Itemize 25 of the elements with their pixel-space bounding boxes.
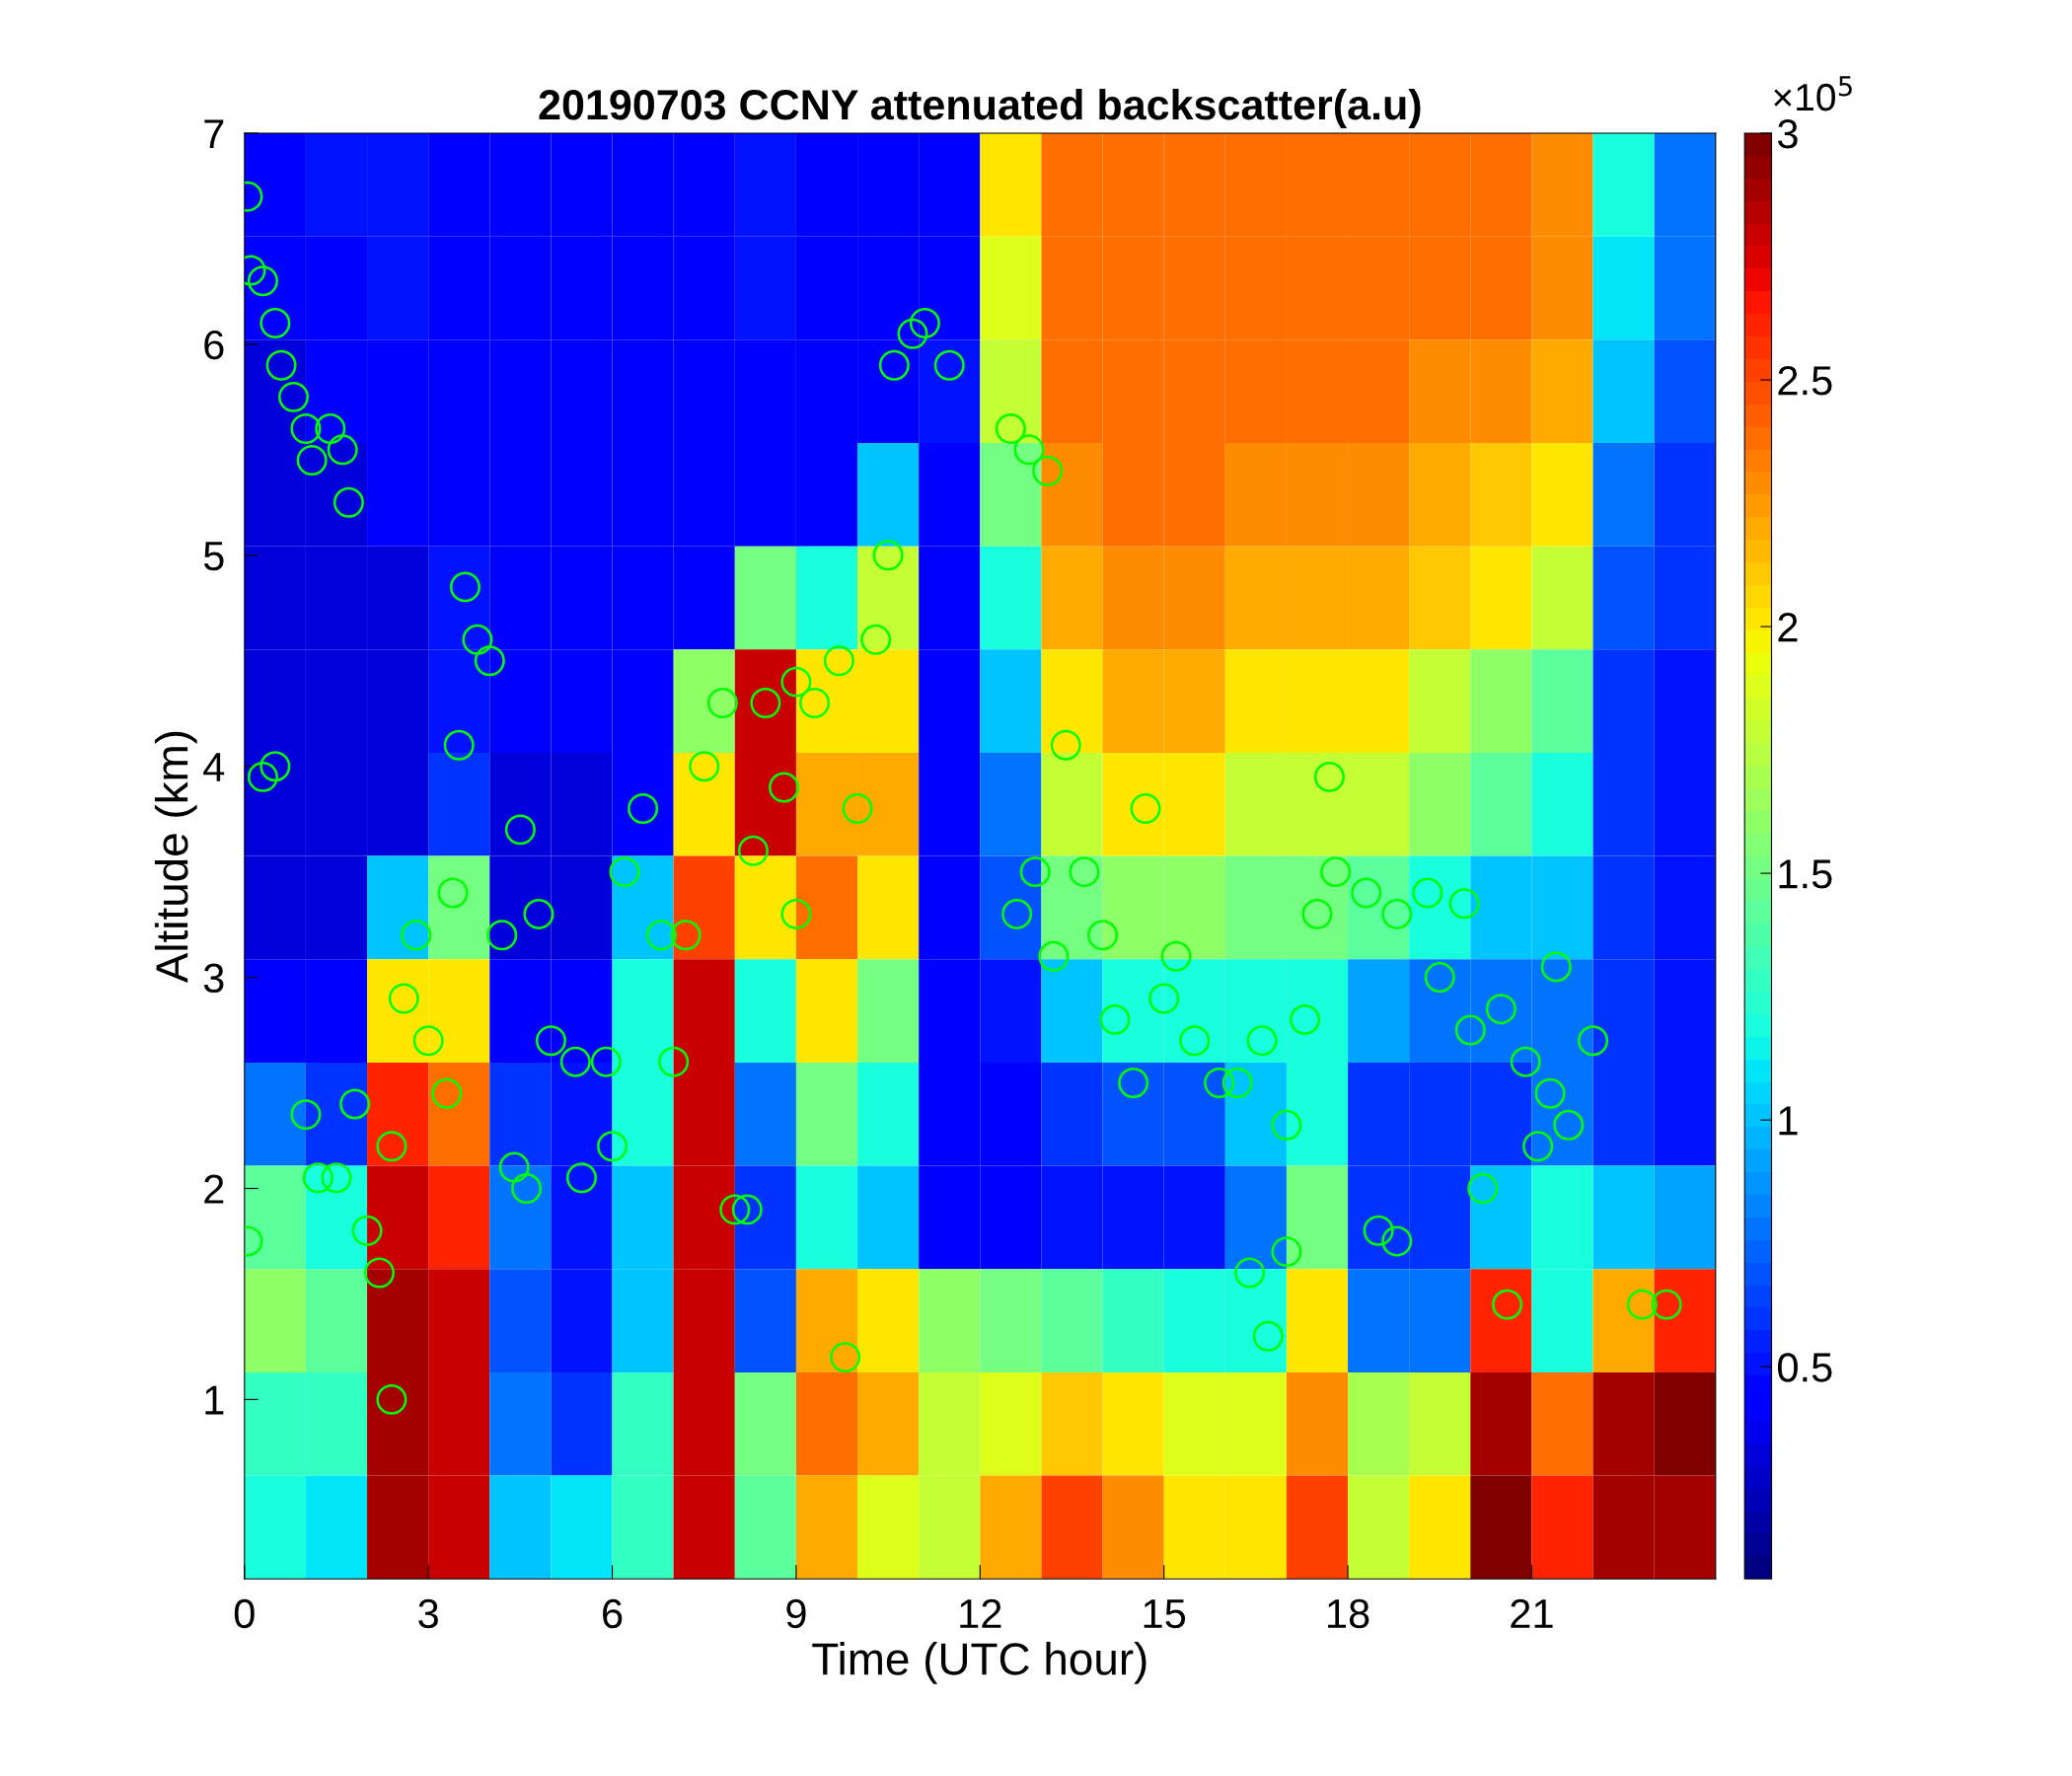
color-bar-label: 1.5 bbox=[1779, 859, 1832, 889]
x-tick-label: 6 bbox=[603, 1598, 623, 1629]
color-bar-label: 2.5 bbox=[1778, 366, 1832, 396]
y-tick-label: 4 bbox=[203, 753, 225, 781]
x-axis-title: Time (UTC hour) bbox=[812, 1642, 1147, 1684]
y-axis-title: Altitude (km) bbox=[154, 731, 197, 984]
color-bar-label: 1 bbox=[1779, 1106, 1798, 1136]
x-tick-label: 9 bbox=[786, 1598, 806, 1629]
x-tick-label: 21 bbox=[1511, 1598, 1553, 1628]
y-tick-label: 6 bbox=[204, 330, 224, 360]
color-bar-title: ×10$^{5}$ bbox=[1774, 76, 1852, 111]
chart-title: 20190703 CCNY attenuated backscatter(a.u) bbox=[539, 88, 1421, 129]
x-tick-label: 3 bbox=[418, 1598, 438, 1629]
color-bar-label: 3 bbox=[1777, 119, 1798, 149]
color-bar-label: 0.5 bbox=[1777, 1353, 1832, 1382]
x-tick-label: 0 bbox=[234, 1598, 255, 1629]
color-bar-label: 2 bbox=[1778, 613, 1798, 642]
y-tick-label: 1 bbox=[205, 1385, 224, 1415]
y-tick-label: 5 bbox=[203, 542, 224, 571]
y-tick-label: 3 bbox=[203, 963, 224, 994]
x-tick-label: 18 bbox=[1328, 1598, 1369, 1629]
x-tick-label: 15 bbox=[1144, 1599, 1186, 1629]
y-tick-label: 2 bbox=[204, 1174, 224, 1204]
x-tick-label: 12 bbox=[960, 1598, 1001, 1628]
y-tick-label: 7 bbox=[204, 119, 224, 149]
